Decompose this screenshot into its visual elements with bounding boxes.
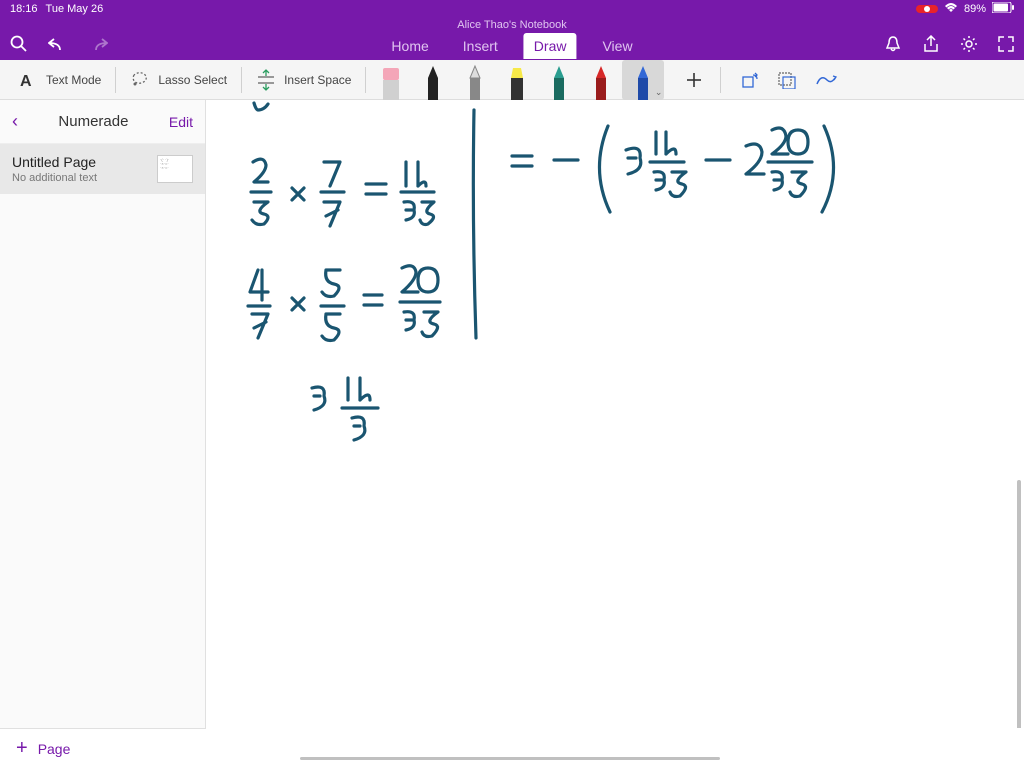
section-name[interactable]: Numerade — [58, 113, 128, 130]
eraser-tool[interactable] — [370, 60, 412, 100]
status-date: Tue May 26 — [46, 3, 104, 15]
pen-black[interactable] — [412, 60, 454, 100]
pen-blue[interactable]: ⌄ — [622, 60, 664, 100]
nav-bar: Home Insert Draw View — [0, 32, 1024, 60]
text-mode-label[interactable]: Text Mode — [46, 73, 101, 87]
drawing-canvas[interactable] — [206, 100, 1024, 728]
battery-icon — [992, 2, 1014, 16]
snap-grid-icon[interactable] — [777, 71, 797, 89]
draw-toolbar: A Text Mode Lasso Select Insert Space ⌄ — [0, 60, 1024, 100]
ink-to-shape-icon[interactable] — [815, 72, 837, 88]
nav-tabs: Home Insert Draw View — [383, 33, 640, 59]
page-thumbnail: ·(· ·)··×·=··×·=· — [157, 155, 193, 183]
sidebar-header: ‹ Numerade Edit — [0, 100, 205, 144]
scrollbar-vertical[interactable] — [1017, 480, 1021, 728]
tab-insert[interactable]: Insert — [455, 34, 506, 58]
home-indicator — [300, 757, 720, 760]
wifi-icon — [944, 3, 958, 16]
recording-indicator[interactable] — [916, 5, 938, 13]
page-item[interactable]: Untitled Page No additional text ·(· ·)·… — [0, 144, 205, 194]
insert-space-icon[interactable] — [256, 69, 276, 91]
pen-teal[interactable] — [538, 60, 580, 100]
pen-gray[interactable] — [454, 60, 496, 100]
edit-button[interactable]: Edit — [169, 114, 193, 130]
highlighter-yellow[interactable] — [496, 60, 538, 100]
undo-icon[interactable] — [48, 36, 68, 57]
page-subtitle: No additional text — [12, 172, 97, 184]
svg-text:A: A — [20, 73, 32, 89]
redo-icon[interactable] — [88, 36, 108, 57]
lasso-label[interactable]: Lasso Select — [158, 73, 227, 87]
tab-home[interactable]: Home — [383, 34, 436, 58]
text-mode-icon[interactable]: A — [18, 71, 38, 89]
expand-icon[interactable] — [998, 36, 1014, 57]
page-title: Untitled Page — [12, 154, 97, 170]
content-area: ‹ Numerade Edit Untitled Page No additio… — [0, 100, 1024, 728]
search-icon[interactable] — [10, 35, 28, 58]
battery-percent: 89% — [964, 3, 986, 15]
ios-status-bar: 18:16 Tue May 26 89% — [0, 0, 1024, 18]
chevron-down-icon[interactable]: ⌄ — [655, 87, 663, 98]
add-page-button[interactable]: + Page — [16, 737, 70, 760]
back-icon[interactable]: ‹ — [12, 111, 18, 132]
tab-draw[interactable]: Draw — [524, 33, 577, 59]
gear-icon[interactable] — [960, 35, 978, 58]
insert-space-label[interactable]: Insert Space — [284, 73, 351, 87]
share-icon[interactable] — [922, 35, 940, 58]
pen-row: ⌄ — [370, 60, 664, 100]
tab-view[interactable]: View — [594, 34, 640, 58]
add-page-label: Page — [38, 741, 71, 757]
pen-red[interactable] — [580, 60, 622, 100]
sidebar: ‹ Numerade Edit Untitled Page No additio… — [0, 100, 206, 728]
lasso-icon[interactable] — [130, 71, 150, 89]
sidebar-footer: + Page — [0, 728, 206, 768]
bell-icon[interactable] — [884, 35, 902, 58]
plus-icon: + — [16, 737, 28, 760]
add-pen-icon[interactable] — [686, 72, 702, 88]
status-time: 18:16 — [10, 3, 38, 15]
handwriting-svg — [206, 100, 1024, 728]
shape-rotate-icon[interactable] — [739, 71, 759, 89]
notebook-title: Alice Thao's Notebook — [0, 18, 1024, 32]
